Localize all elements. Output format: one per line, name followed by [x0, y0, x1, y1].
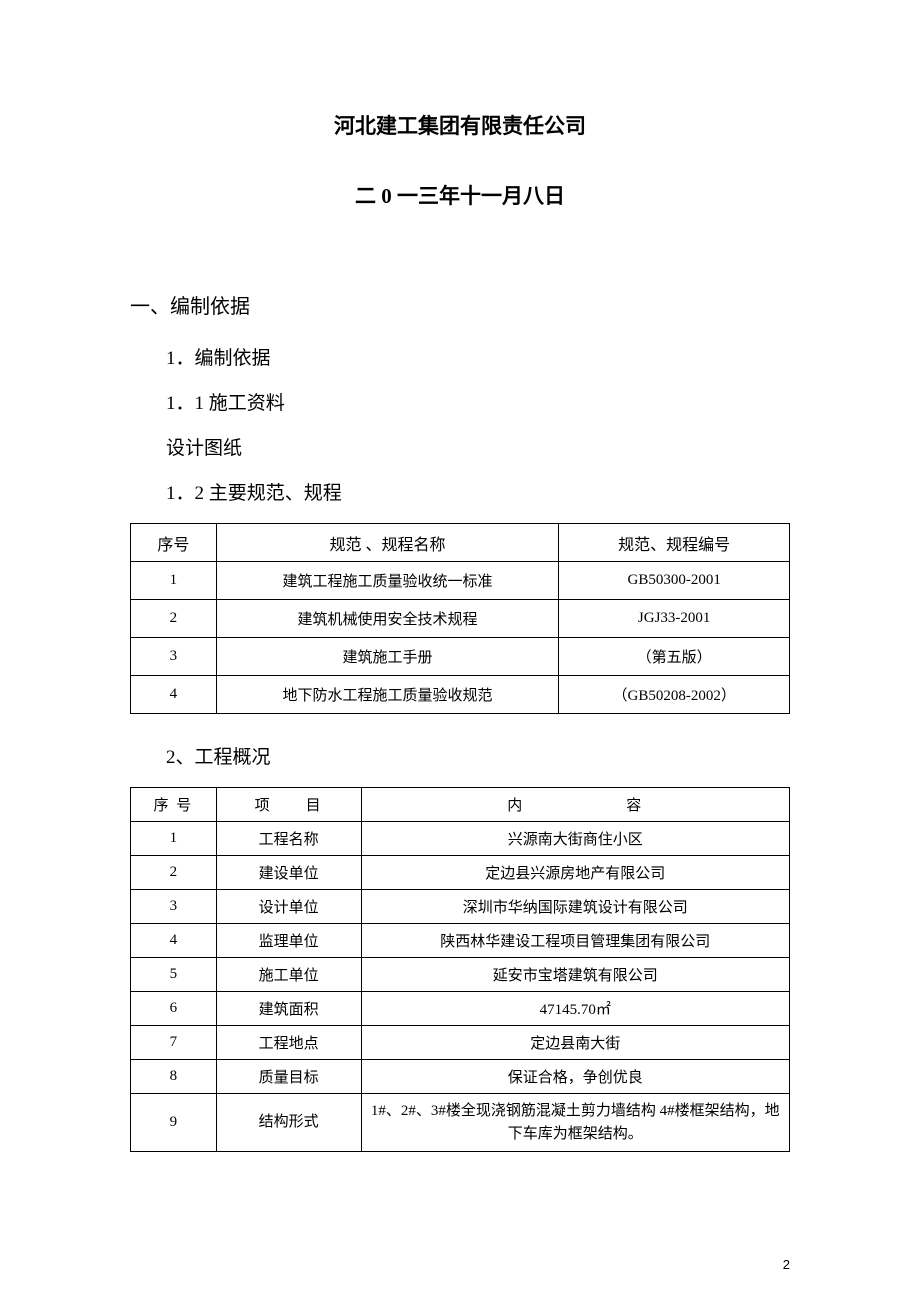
page-number: 2: [783, 1257, 790, 1272]
table-cell: 3: [131, 890, 217, 924]
subheading-1-1: 1．编制依据: [166, 343, 790, 370]
table-cell: 1: [131, 822, 217, 856]
table-cell: 设计单位: [216, 890, 361, 924]
table-cell: 4: [131, 924, 217, 958]
table-cell: 1: [131, 562, 217, 600]
table-row: 4地下防水工程施工质量验收规范（GB50208-2002）: [131, 676, 790, 714]
subheading-1-1-1: 1．1 施工资料: [166, 388, 790, 415]
table-column-header: 项 目: [216, 788, 361, 822]
table-cell: JGJ33-2001: [559, 600, 790, 638]
table-cell: 定边县南大街: [361, 1026, 789, 1060]
table-cell: 延安市宝塔建筑有限公司: [361, 958, 789, 992]
table-header-row: 序号规范 、规程名称规范、规程编号: [131, 524, 790, 562]
table-row: 1建筑工程施工质量验收统一标准GB50300-2001: [131, 562, 790, 600]
table-cell: 9: [131, 1094, 217, 1152]
table-cell: 兴源南大街商住小区: [361, 822, 789, 856]
subheading-2: 2、工程概况: [166, 742, 790, 769]
table-row: 2建筑机械使用安全技术规程JGJ33-2001: [131, 600, 790, 638]
table-cell: 2: [131, 856, 217, 890]
table-cell: 工程名称: [216, 822, 361, 856]
table-cell: 7: [131, 1026, 217, 1060]
plain-text-design-drawings: 设计图纸: [166, 433, 790, 460]
table-row: 9结构形式1#、2#、3#楼全现浇钢筋混凝土剪力墙结构 4#楼框架结构，地下车库…: [131, 1094, 790, 1152]
table-cell: 建筑面积: [216, 992, 361, 1026]
table-row: 7工程地点定边县南大街: [131, 1026, 790, 1060]
title-line-1: 河北建工集团有限责任公司: [130, 110, 790, 140]
table-column-header: 序 号: [131, 788, 217, 822]
subheading-1-1-2: 1．2 主要规范、规程: [166, 478, 790, 505]
table-row: 1工程名称兴源南大街商住小区: [131, 822, 790, 856]
table-row: 6建筑面积47145.70㎡: [131, 992, 790, 1026]
table-cell: 深圳市华纳国际建筑设计有限公司: [361, 890, 789, 924]
table-cell: GB50300-2001: [559, 562, 790, 600]
table-cell: 6: [131, 992, 217, 1026]
table-row: 3建筑施工手册（第五版）: [131, 638, 790, 676]
table-column-header: 规范、规程编号: [559, 524, 790, 562]
table-cell: 5: [131, 958, 217, 992]
table-row: 5施工单位延安市宝塔建筑有限公司: [131, 958, 790, 992]
table-cell: 结构形式: [216, 1094, 361, 1152]
table-column-header: 规范 、规程名称: [216, 524, 559, 562]
table-row: 8质量目标保证合格，争创优良: [131, 1060, 790, 1094]
section-heading-1: 一、编制依据: [130, 290, 790, 319]
table-cell: 建筑施工手册: [216, 638, 559, 676]
table-cell: 1#、2#、3#楼全现浇钢筋混凝土剪力墙结构 4#楼框架结构，地下车库为框架结构…: [361, 1094, 789, 1152]
document-title-block: 河北建工集团有限责任公司 二 0 一三年十一月八日: [130, 110, 790, 210]
table-cell: 3: [131, 638, 217, 676]
table-cell: 2: [131, 600, 217, 638]
table-cell: 工程地点: [216, 1026, 361, 1060]
table-cell: 47145.70㎡: [361, 992, 789, 1026]
table-cell: 8: [131, 1060, 217, 1094]
table-row: 4监理单位陕西林华建设工程项目管理集团有限公司: [131, 924, 790, 958]
table-cell: （GB50208-2002）: [559, 676, 790, 714]
table-cell: 建设单位: [216, 856, 361, 890]
table-cell: （第五版）: [559, 638, 790, 676]
table-cell: 保证合格，争创优良: [361, 1060, 789, 1094]
table-cell: 质量目标: [216, 1060, 361, 1094]
table-cell: 施工单位: [216, 958, 361, 992]
table-cell: 4: [131, 676, 217, 714]
table-cell: 监理单位: [216, 924, 361, 958]
table-column-header: 内 容: [361, 788, 789, 822]
table-cell: 定边县兴源房地产有限公司: [361, 856, 789, 890]
table-cell: 建筑机械使用安全技术规程: [216, 600, 559, 638]
table-cell: 建筑工程施工质量验收统一标准: [216, 562, 559, 600]
standards-table: 序号规范 、规程名称规范、规程编号 1建筑工程施工质量验收统一标准GB50300…: [130, 523, 790, 714]
table-row: 3设计单位深圳市华纳国际建筑设计有限公司: [131, 890, 790, 924]
table-column-header: 序号: [131, 524, 217, 562]
table-cell: 陕西林华建设工程项目管理集团有限公司: [361, 924, 789, 958]
project-overview-table: 序 号项 目内 容 1工程名称兴源南大街商住小区2建设单位定边县兴源房地产有限公…: [130, 787, 790, 1152]
table-row: 2建设单位定边县兴源房地产有限公司: [131, 856, 790, 890]
title-line-2: 二 0 一三年十一月八日: [130, 180, 790, 210]
table-cell: 地下防水工程施工质量验收规范: [216, 676, 559, 714]
table-header-row: 序 号项 目内 容: [131, 788, 790, 822]
